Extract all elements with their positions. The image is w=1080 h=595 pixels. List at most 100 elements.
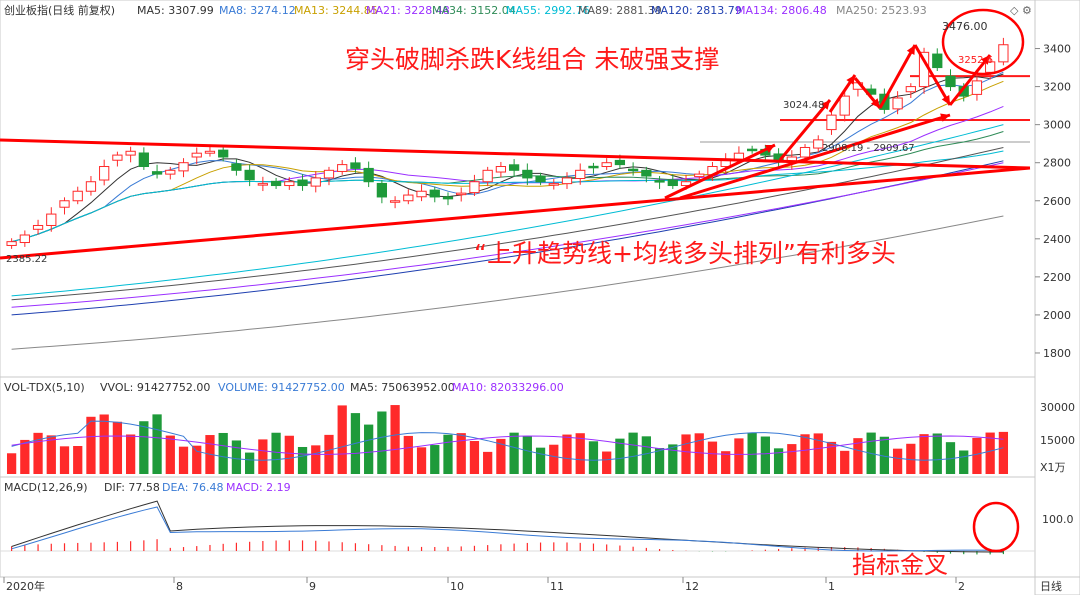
volume-ma5: MA5: 75063952.00: [350, 381, 455, 394]
candle-body: [32, 224, 44, 230]
candle-body: [59, 200, 70, 208]
volume-unit: X1万: [1040, 461, 1066, 474]
volume-bar: [641, 436, 651, 474]
candle-body: [495, 166, 507, 173]
candle-body: [826, 114, 837, 131]
trend-arrowhead: [941, 95, 950, 105]
trend-arrowhead: [870, 98, 880, 108]
volume-bar: [945, 442, 956, 474]
candle-body: [389, 200, 401, 203]
volume-bar: [906, 443, 916, 474]
price-tick-label: 3200: [1043, 81, 1071, 94]
settings-icon[interactable]: ⚙: [1022, 4, 1032, 17]
time-tick-label: 10: [450, 580, 464, 593]
candle-body: [270, 180, 282, 187]
trend-arrowhead: [820, 100, 830, 110]
macd-panel: [0, 476, 1036, 578]
volume-bar: [787, 444, 797, 474]
volume-bar: [707, 441, 718, 474]
volume-bar: [853, 438, 863, 474]
candle-body: [667, 179, 678, 187]
candle-body: [799, 146, 811, 158]
volume-bar: [6, 453, 17, 474]
time-tick-label: 2020年: [6, 579, 45, 593]
volume-bar: [773, 448, 784, 474]
volume-vvol: VVOL: 91427752.00: [100, 381, 210, 394]
resistance-line: [0, 138, 1031, 170]
volume-bar: [112, 421, 123, 474]
volume-bar: [59, 446, 70, 474]
volume-bar: [218, 432, 228, 474]
annotation-mid: “上升趋势线+均线多头排列”有利多头: [474, 239, 896, 268]
volume-bar: [364, 424, 374, 474]
volume-bar: [443, 434, 453, 474]
trend-arrow: [679, 113, 951, 200]
volume-bar: [390, 405, 400, 474]
price-axis: 3400 3200 3000 2800 2600 2400 2200 2000 1800: [1035, 43, 1071, 360]
trend-lines: [0, 8, 1031, 553]
volume-bar: [549, 444, 559, 474]
candle-body: [627, 168, 639, 172]
candle-body: [257, 183, 268, 186]
volume-bar: [99, 414, 109, 474]
candle-body: [535, 175, 546, 183]
candle-body: [112, 154, 123, 161]
volume-bar: [826, 441, 837, 474]
candle-body: [138, 152, 149, 168]
candle-body: [337, 164, 348, 172]
volume-bar: [972, 437, 982, 474]
candle-body: [442, 196, 454, 200]
highlight-circle-macd: [972, 501, 1020, 553]
volume-bar: [297, 446, 308, 474]
candle-body: [654, 180, 665, 183]
ma-legend-item: MA134: 2806.48: [736, 4, 827, 17]
candle-body: [522, 169, 533, 179]
volume-bar: [231, 440, 242, 474]
price-panel: [0, 0, 1036, 378]
candle-body: [191, 152, 202, 158]
time-tick-label: 1: [828, 580, 835, 593]
trend-arrow: [948, 54, 992, 106]
settings-diamond-icon[interactable]: ◇: [1010, 4, 1019, 17]
volume-bar: [760, 436, 770, 474]
volume-bar: [919, 434, 929, 474]
trend-arrowhead: [765, 144, 775, 153]
price-tick-label: 3000: [1043, 119, 1071, 132]
candle-body: [641, 169, 652, 177]
candle-body: [403, 194, 414, 202]
volume-bar: [694, 433, 704, 474]
time-tick-label: 12: [685, 580, 699, 593]
uptrend-line: [0, 166, 1031, 260]
ma-legend-item: MA13: 3244.85: [294, 4, 378, 17]
candle-body: [6, 241, 17, 246]
ma-legend-item: MA55: 2992.76: [506, 4, 590, 17]
volume-bar: [165, 435, 175, 474]
period-label[interactable]: 日线: [1040, 579, 1062, 593]
volume-bar: [430, 445, 440, 474]
volume-bar: [813, 433, 823, 474]
price-tick-label: 2400: [1043, 233, 1071, 246]
candle-body: [614, 159, 626, 166]
candle-body: [548, 183, 559, 186]
moving-average-lines: [11, 71, 1004, 350]
trend-arrow: [913, 44, 952, 106]
volume-bar: [20, 439, 30, 474]
volume-bar: [73, 446, 83, 474]
volume-bar: [33, 432, 43, 474]
volume-bar: [245, 452, 255, 474]
volume-bar: [522, 436, 532, 474]
right-axis: [1034, 0, 1080, 595]
volume-bar: [403, 435, 413, 474]
chart-title: 创业板指(日线 前复权): [4, 3, 115, 17]
candle-body: [85, 181, 97, 192]
ma-legend-item: MA89: 2881.39: [578, 4, 662, 17]
candle-body: [469, 181, 480, 194]
volume-title: VOL-TDX(5,10): [4, 381, 85, 394]
volume-ma10: MA10: 82033296.00: [452, 381, 564, 394]
volume-bar: [46, 435, 56, 474]
candle-body: [231, 163, 242, 171]
macd-dif: DIF: 77.58: [104, 481, 160, 494]
